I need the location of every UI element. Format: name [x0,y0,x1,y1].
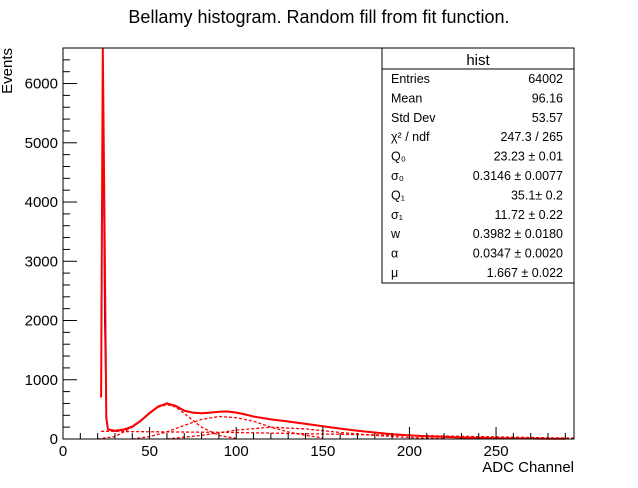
series-fit-line [100,47,566,440]
x-tick-label: 250 [484,443,509,460]
stats-row-label: Entries [391,72,430,86]
y-tick-label: 6000 [25,76,58,93]
x-tick-label: 50 [141,443,158,460]
plot-area [97,47,575,440]
y-axis-label: Events [0,48,16,94]
stats-row-value: 23.23 ± 0.01 [494,150,563,164]
y-axis: 0 1000 2000 3000 4000 5000 6000 [25,47,77,448]
y-tick-label: 4000 [25,194,58,211]
stats-row-label: σ₁ [391,208,403,222]
stats-rows: Entries 64002 Mean 96.16 Std Dev 53.57 χ² / nd… [390,72,563,280]
y-tick-label: 2000 [25,313,58,330]
stats-box-frame [381,47,575,284]
series-component-5 [101,430,575,439]
stats-row-value: 0.3982 ± 0.0180 [473,227,563,241]
stats-row-value: 0.3146 ± 0.0077 [473,169,563,183]
x-tick-label: 150 [310,443,335,460]
stats-row-value: 96.16 [532,91,563,105]
stats-row-label: Std Dev [391,111,436,125]
stats-row-label: Q₁ [391,188,405,202]
stats-row-label: Mean [391,91,422,105]
stats-row-label: χ² / ndf [391,130,430,144]
stats-row-value: 1.667 ± 0.022 [487,266,563,280]
x-tick-label: 0 [59,443,67,460]
x-tick-label: 100 [224,443,249,460]
x-axis: 0 50 100 150 200 250 [59,427,566,460]
stats-row-value: 247.3 / 265 [500,130,563,144]
x-tick-label: 200 [397,443,422,460]
stats-row-label: μ [391,266,398,280]
series-component-4 [166,426,445,440]
stats-row-label: α [391,247,398,261]
chart-title: Bellamy histogram. Random fill from fit … [128,7,509,27]
y-tick-label: 1000 [25,372,58,389]
stats-row-value: 0.0347 ± 0.0020 [473,247,563,261]
y-tick-label: 3000 [25,253,58,270]
stats-row-value: 35.1± 0.2 [511,188,563,202]
series-component-3 [132,415,323,440]
y-tick-label: 0 [50,431,58,448]
x-axis-label: ADC Channel [482,459,574,476]
y-tick-label: 5000 [25,135,58,152]
stats-box-title: hist [466,52,490,69]
stats-row-label: Q₀ [391,150,406,164]
stats-row-value: 64002 [528,72,563,86]
stats-box: hist Entries 64002 Mean 96.16 Std Dev 53.57 χ²… [381,47,575,284]
stats-row-label: w [390,227,401,241]
stats-row-value: 53.57 [532,111,563,125]
stats-row-value: 11.72 ± 0.22 [495,208,564,222]
stats-row-label: σ₀ [391,169,404,183]
series-component-2 [97,403,237,440]
